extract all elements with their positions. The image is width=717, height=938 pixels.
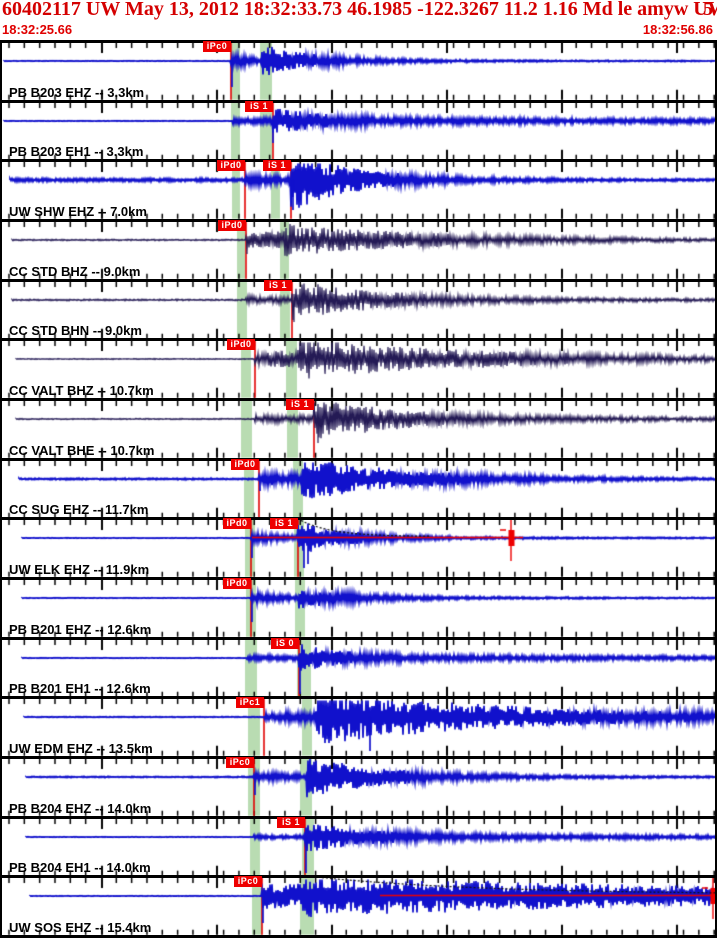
trace-panel[interactable]: iPd0 CC SUG EHZ -- 11.7km	[2, 457, 715, 518]
phase-pick-label[interactable]: iS 0	[271, 637, 299, 649]
phase-pick-label[interactable]: iPd0	[231, 458, 259, 470]
phase-pick-label[interactable]: iPd0	[223, 577, 251, 589]
station-label: PB B203 EHZ -- 3.3km	[9, 84, 145, 100]
waveform-canvas[interactable]	[2, 579, 715, 637]
waveform-canvas[interactable]	[2, 639, 715, 697]
trace-panel[interactable]: iPc0 PB B203 EHZ -- 3.3km	[2, 40, 715, 100]
station-label: PB B203 EH1 -- 3.3km	[9, 144, 144, 160]
trace-panel[interactable]: iPd0 CC STD BHZ -- 9.0km	[2, 218, 715, 279]
trace-panel[interactable]: iS 1 CC STD BHN -- 9.0km	[2, 278, 715, 339]
waveform-canvas[interactable]	[2, 878, 715, 936]
station-label: UW EDM EHZ -- 13.5km	[9, 740, 153, 756]
waveform-canvas[interactable]	[2, 400, 715, 458]
station-label: CC STD BHN -- 9.0km	[9, 323, 142, 339]
station-label: UW ELK EHZ -- 11.9km	[9, 561, 150, 577]
trace-panel[interactable]: iPc0 PB B204 EHZ -- 14.0km	[2, 755, 715, 816]
station-label: PB B204 EH1 -- 14.0km	[9, 860, 151, 876]
phase-pick-label[interactable]: iS 1	[264, 279, 292, 291]
trace-panel[interactable]: iPd0 iS 1 UW SHW EHZ -- 7.0km	[2, 159, 715, 220]
time-window-row: 18:32:25.66 18:32:56.86	[2, 22, 715, 37]
waveform-canvas[interactable]	[2, 520, 715, 578]
phase-pick-label[interactable]: iPd0	[223, 518, 251, 530]
station-label: PB B201 EH1 -- 12.6km	[9, 681, 151, 697]
phase-pick-label[interactable]: iS 1	[286, 398, 314, 410]
event-summary-line: 60402117 UW May 13, 2012 18:32:33.73 46.…	[2, 0, 717, 21]
phase-pick-label[interactable]: iPc0	[226, 756, 254, 768]
phase-pick-label[interactable]: iPd0	[217, 160, 245, 172]
waveform-canvas[interactable]	[2, 221, 715, 279]
phase-pick-label[interactable]: iPd0	[227, 339, 255, 351]
window-start-time: 18:32:25.66	[2, 22, 73, 37]
waveform-canvas[interactable]	[2, 758, 715, 816]
station-label: CC VALT BHE -- 10.7km	[9, 442, 155, 458]
event-summary-right: 5	[703, 0, 713, 20]
trace-panel[interactable]: iS 1 CC VALT BHE -- 10.7km	[2, 397, 715, 458]
event-header: 60402117 UW May 13, 2012 18:32:33.73 46.…	[0, 0, 717, 40]
phase-pick-label[interactable]: iPc1	[236, 697, 264, 709]
trace-panel[interactable]: iPd0 PB B201 EHZ -- 12.6km	[2, 576, 715, 637]
waveform-canvas[interactable]	[2, 43, 715, 100]
station-label: UW SHW EHZ -- 7.0km	[9, 203, 147, 219]
waveform-canvas[interactable]	[2, 818, 715, 876]
trace-panel-stack: iPc0 PB B203 EHZ -- 3.3km iS 1 PB B203 EH1 …	[0, 40, 717, 938]
phase-pick-label[interactable]: iPd0	[218, 219, 246, 231]
trace-panel[interactable]: iPd0 CC VALT BHZ -- 10.7km	[2, 338, 715, 399]
station-label: CC STD BHZ -- 9.0km	[9, 263, 141, 279]
station-label: PB B204 EHZ -- 14.0km	[9, 800, 152, 816]
phase-pick-label[interactable]: iS 1	[277, 816, 305, 828]
trace-panel[interactable]: iPc0 UW SOS EHZ -- 15.4km	[2, 875, 715, 936]
station-label: PB B201 EHZ -- 12.6km	[9, 621, 152, 637]
station-label: CC VALT BHZ -- 10.7km	[9, 382, 154, 398]
phase-pick-label[interactable]: iPc0	[234, 876, 262, 888]
phase-pick-label[interactable]: iS 1	[263, 160, 291, 172]
phase-pick-label[interactable]: iS 1	[270, 518, 298, 530]
station-label: CC SUG EHZ -- 11.7km	[9, 502, 149, 518]
trace-panel[interactable]: iPc1 UW EDM EHZ -- 13.5km	[2, 696, 715, 757]
waveform-canvas[interactable]	[2, 699, 715, 757]
waveform-canvas[interactable]	[2, 281, 715, 339]
phase-pick-label[interactable]: iPc0	[203, 41, 231, 52]
window-end-time: 18:32:56.86	[642, 22, 713, 37]
phase-pick-label[interactable]: iS 1	[245, 100, 273, 112]
waveform-canvas[interactable]	[2, 102, 715, 160]
station-label: UW SOS EHZ -- 15.4km	[9, 919, 152, 935]
trace-panel[interactable]: iS 0 PB B201 EH1 -- 12.6km	[2, 636, 715, 697]
trace-panel[interactable]: iS 1 PB B204 EH1 -- 14.0km	[2, 815, 715, 876]
event-summary: 60402117 UW May 13, 2012 18:32:33.73 46.…	[2, 0, 717, 20]
trace-panel[interactable]: iPd0 iS 1 UW ELK EHZ -- 11.9km	[2, 517, 715, 578]
trace-panel[interactable]: iS 1 PB B203 EH1 -- 3.3km	[2, 99, 715, 160]
waveform-canvas[interactable]	[2, 460, 715, 518]
waveform-canvas[interactable]	[2, 162, 715, 220]
waveform-canvas[interactable]	[2, 341, 715, 399]
